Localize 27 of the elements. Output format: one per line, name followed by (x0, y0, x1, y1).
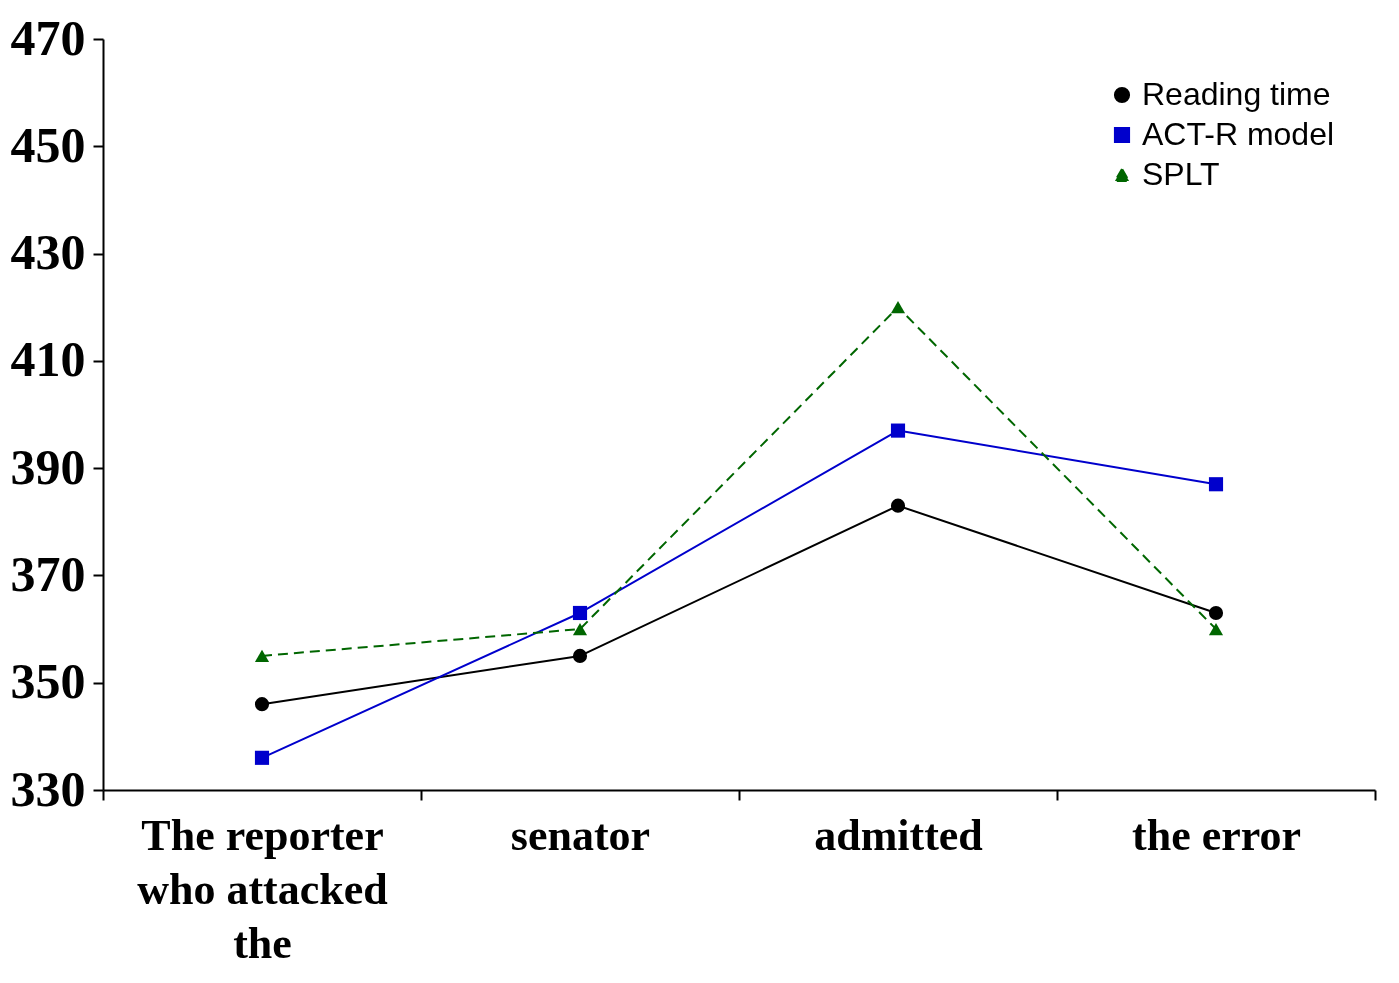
point (572, 648, 588, 663)
legend-label: SPLT (1142, 156, 1220, 192)
point (890, 498, 906, 513)
y-tick-label: 370 (10, 545, 86, 602)
point (1208, 477, 1224, 492)
y-tick-label: 430 (10, 224, 86, 281)
y-tick-label: 450 (10, 116, 86, 173)
x-tick-label: the error (1132, 810, 1301, 860)
y-tick-label: 470 (10, 9, 86, 66)
x-tick-label: admitted (814, 810, 983, 860)
point (890, 423, 906, 438)
point (254, 750, 270, 765)
point (890, 301, 906, 314)
point (572, 622, 588, 636)
legend-label: ACT-R model (1142, 116, 1335, 152)
point (1208, 605, 1224, 621)
point (254, 649, 270, 663)
y-tick-label: 350 (10, 653, 86, 710)
legend-label: Reading time (1142, 76, 1331, 112)
point (1208, 622, 1224, 636)
x-tick-label: senator (510, 810, 651, 860)
y-tick-label: 330 (10, 760, 86, 817)
y-tick-label: 390 (10, 438, 86, 495)
point (254, 697, 270, 712)
point (572, 605, 588, 621)
x-tick-label: The reporter who attacked the (137, 810, 388, 968)
y-tick-label: 410 (10, 331, 86, 388)
